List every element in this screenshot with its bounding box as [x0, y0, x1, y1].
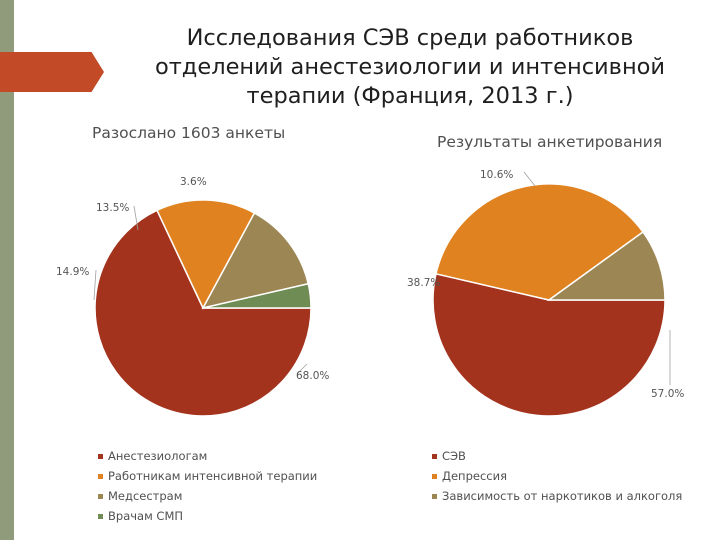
left-legend-label: Анестезиологам	[108, 449, 208, 463]
right-chart-title: Результаты анкетирования	[437, 133, 663, 151]
right-pie-slice-0	[432, 272, 666, 417]
right-legend-item: СЭВ	[432, 446, 682, 466]
left-leader-line-0	[296, 363, 308, 375]
right-legend-label: Зависимость от наркотиков и алкоголя	[442, 489, 683, 503]
sidebar-bar	[0, 0, 14, 540]
pie-right: 57.0% 38.7% 10.6%	[407, 169, 684, 417]
right-data-label-2: 10.6%	[480, 169, 513, 181]
left-legend-swatch	[98, 474, 103, 479]
left-data-label-3: 3.6%	[180, 176, 207, 188]
title-line-2: отделений анестезиологии и интенсивной	[154, 54, 666, 80]
slide-title: Исследования СЭВ среди работников отделе…	[140, 24, 680, 111]
legend-right: СЭВ Депрессия Зависимость от наркотиков и …	[432, 446, 682, 506]
left-leader-line-1	[93, 269, 97, 301]
right-legend-item: Зависимость от наркотиков и алкоголя	[432, 486, 682, 506]
title-line-1: Исследования СЭВ среди работников	[186, 25, 634, 51]
sidebar-accent-arrow	[0, 52, 104, 92]
left-legend-swatch	[98, 454, 103, 459]
left-data-label-0: 68.0%	[296, 370, 329, 382]
left-pie-slice-2	[201, 212, 310, 310]
right-legend-label: Депрессия	[442, 469, 507, 483]
right-legend-swatch	[432, 474, 437, 479]
right-pie-slice-1	[435, 183, 645, 301]
right-legend-swatch	[432, 454, 437, 459]
right-legend-item: Депрессия	[432, 466, 682, 486]
left-legend-label: Медсестрам	[108, 489, 183, 503]
left-legend-item: Работникам интенсивной терапии	[98, 466, 317, 486]
left-pie-slice-0	[94, 209, 312, 417]
left-legend-label: Врачам СМП	[108, 509, 184, 523]
right-legend-label: СЭВ	[442, 449, 466, 463]
title-line-3: терапии (Франция, 2013 г.)	[246, 83, 574, 109]
left-pie-slice-3	[202, 282, 312, 309]
left-legend-label: Работникам интенсивной терапии	[108, 469, 318, 483]
left-legend-swatch	[98, 514, 103, 519]
left-leader-line-2	[133, 205, 139, 231]
left-pie-slice-1	[156, 199, 256, 310]
left-chart-title: Разослано 1603 анкеты	[92, 124, 286, 142]
right-data-label-1: 38.7%	[407, 277, 440, 289]
left-legend-item: Анестезиологам	[98, 446, 317, 466]
right-leader-line-2	[523, 171, 536, 187]
left-legend-item: Медсестрам	[98, 486, 317, 506]
left-legend-item: Врачам СМП	[98, 506, 317, 526]
legend-left: Анестезиологам Работникам интенсивной тер…	[98, 446, 317, 526]
left-data-label-1: 14.9%	[56, 266, 89, 278]
left-data-label-2: 13.5%	[96, 202, 129, 214]
right-legend-swatch	[432, 494, 437, 499]
right-data-label-0: 57.0%	[651, 388, 684, 400]
left-legend-swatch	[98, 494, 103, 499]
pie-left: 68.0% 14.9% 13.5% 3.6%	[56, 176, 329, 417]
right-pie-slice-2	[546, 230, 666, 301]
